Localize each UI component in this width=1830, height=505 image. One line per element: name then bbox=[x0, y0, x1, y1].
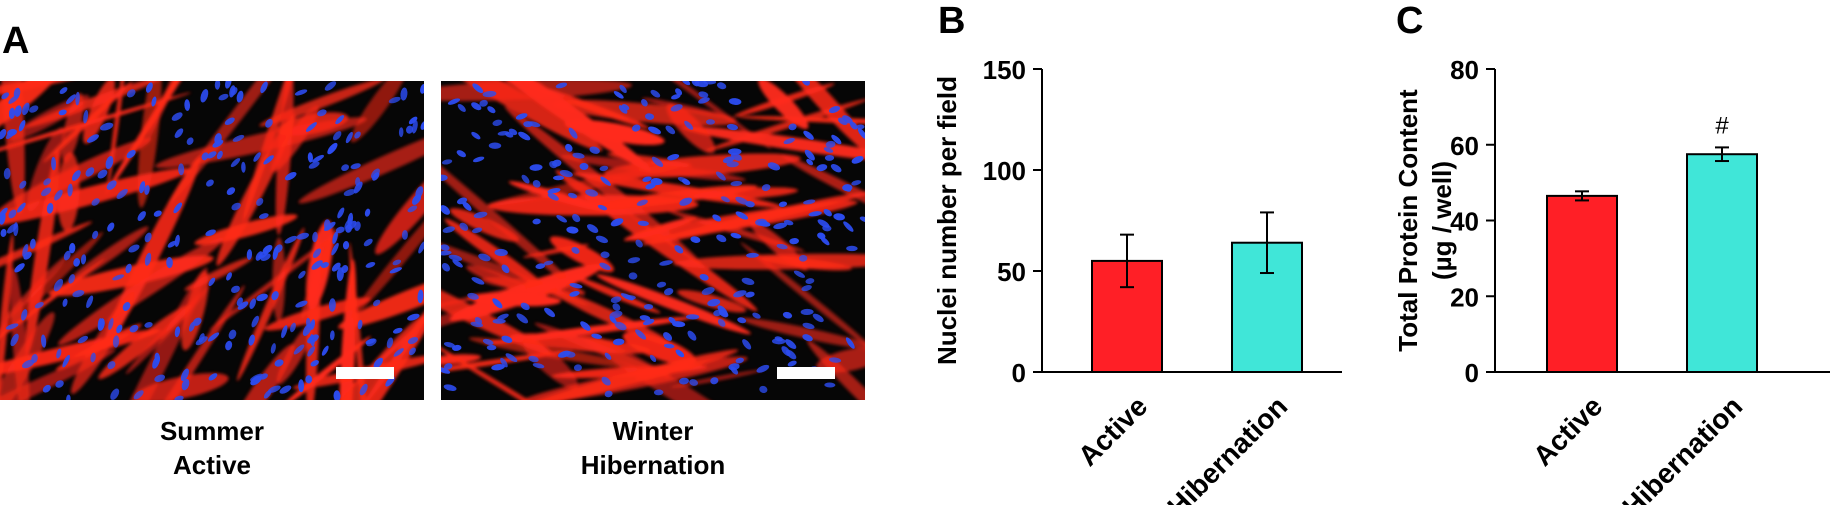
y-tick-label: 0 bbox=[1465, 358, 1479, 388]
y-tick-label: 50 bbox=[997, 257, 1026, 287]
nuclei bbox=[441, 81, 865, 398]
panel-a-letter: A bbox=[2, 20, 30, 62]
y-tick-label: 40 bbox=[1450, 207, 1479, 237]
y-axis-label-units: (µg / well) bbox=[1427, 161, 1457, 280]
significance-mark: # bbox=[1715, 112, 1729, 139]
x-category-label: Hibernation bbox=[1161, 390, 1293, 505]
y-axis-label: Nuclei number per field bbox=[932, 76, 962, 365]
chart-c-protein: 0 20 40 60 80 Total Protein Content (µg / well… bbox=[1393, 55, 1830, 505]
panel-c-letter: C bbox=[1396, 0, 1424, 42]
caption-line-2: Active bbox=[172, 450, 252, 480]
y-axis-label: Total Protein Content bbox=[1393, 89, 1423, 352]
nuclei bbox=[0, 81, 424, 400]
y-tick-label: 100 bbox=[983, 156, 1026, 186]
scale-bar bbox=[336, 367, 394, 379]
scale-bar bbox=[777, 367, 835, 379]
muscle-fibers bbox=[0, 81, 424, 400]
muscle-fibers bbox=[441, 81, 865, 400]
y-tick-label: 150 bbox=[983, 55, 1026, 85]
caption-summer-active: Summer Active bbox=[112, 414, 312, 482]
y-tick-label: 20 bbox=[1450, 282, 1479, 312]
bar-hibernation bbox=[1686, 153, 1758, 373]
micrograph-winter-hibernation bbox=[441, 81, 865, 400]
caption-winter-hibernation: Winter Hibernation bbox=[543, 414, 763, 482]
caption-line-2: Hibernation bbox=[580, 450, 726, 480]
caption-line-1: Summer bbox=[159, 416, 265, 446]
x-category-label: Active bbox=[1072, 390, 1153, 471]
micrograph-summer-active bbox=[0, 81, 424, 400]
micrograph-summer-image bbox=[0, 81, 424, 400]
micrograph-winter-image bbox=[441, 81, 865, 400]
bar-active bbox=[1546, 194, 1618, 373]
chart-b-nuclei: 0 50 100 150 Nuclei number per field Active Hi… bbox=[932, 55, 1342, 505]
y-tick-label: 80 bbox=[1450, 55, 1479, 85]
x-category-label: Active bbox=[1527, 390, 1608, 471]
panel-b-letter: B bbox=[938, 0, 966, 42]
x-category-label: Hibernation bbox=[1616, 390, 1748, 505]
y-tick-label: 60 bbox=[1450, 131, 1479, 161]
y-tick-label: 0 bbox=[1012, 358, 1026, 388]
caption-line-1: Winter bbox=[612, 416, 694, 446]
